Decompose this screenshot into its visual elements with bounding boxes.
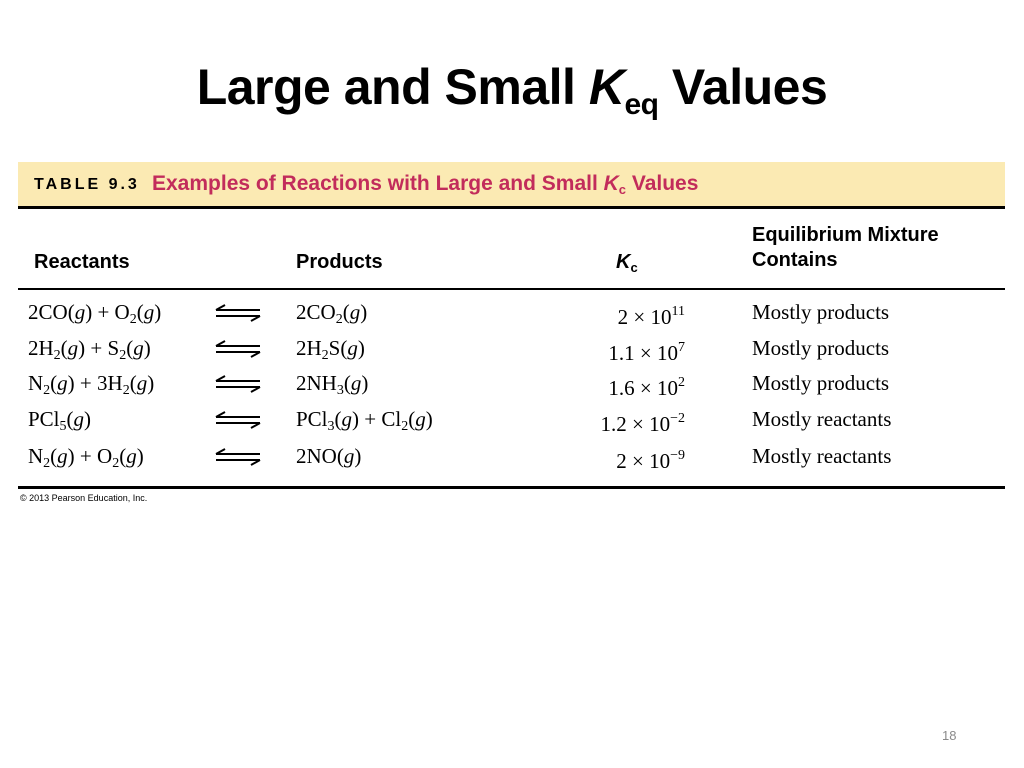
mixture-row-5: Mostly reactants xyxy=(752,444,892,468)
header-products: Products xyxy=(296,251,383,273)
products-row-1: 2CO2(g) xyxy=(296,300,368,327)
products-row-5: 2NO(g) xyxy=(296,444,362,468)
equilibrium-arrow-icon xyxy=(215,448,261,466)
kc-row-3: 1.6 × 102 xyxy=(608,375,685,400)
mixture-row-4: Mostly reactants xyxy=(752,407,892,431)
reactants-row-2: 2H2(g) + S2(g) xyxy=(28,336,151,363)
reactants-row-1: 2CO(g) + O2(g) xyxy=(28,300,162,327)
equilibrium-arrow-icon xyxy=(215,375,261,393)
header-rule xyxy=(18,288,1005,290)
copyright-notice: © 2013 Pearson Education, Inc. xyxy=(20,493,148,503)
products-row-2: 2H2S(g) xyxy=(296,336,365,363)
table-caption: Examples of Reactions with Large and Sma… xyxy=(152,172,699,197)
kc-row-5: 2 × 10−9 xyxy=(616,448,685,473)
table-banner: TABLE 9.3 Examples of Reactions with Lar… xyxy=(18,162,1005,209)
products-row-4: PCl3(g) + Cl2(g) xyxy=(296,407,433,434)
equilibrium-arrow-icon xyxy=(215,340,261,358)
reactants-row-5: N2(g) + O2(g) xyxy=(28,444,144,471)
header-kc: Kc xyxy=(616,251,638,275)
reactants-row-3: N2(g) + 3H2(g) xyxy=(28,371,155,398)
table-label: TABLE 9.3 xyxy=(34,176,140,193)
header-reactants: Reactants xyxy=(34,251,130,273)
equilibrium-arrow-icon xyxy=(215,411,261,429)
slide-title: Large and Small Keq Values xyxy=(196,59,828,121)
table-bottom-rule xyxy=(18,486,1005,489)
page-number: 18 xyxy=(942,728,957,743)
mixture-row-1: Mostly products xyxy=(752,300,890,324)
equilibrium-arrow-icon xyxy=(215,304,261,322)
mixture-row-3: Mostly products xyxy=(752,371,890,395)
kc-row-2: 1.1 × 107 xyxy=(608,340,685,365)
kc-row-4: 1.2 × 10−2 xyxy=(600,411,686,436)
kc-row-1: 2 × 1011 xyxy=(617,304,685,329)
header-equilibrium-mixture: Equilibrium Mixture Contains xyxy=(752,224,939,271)
reactants-row-4: PCl5(g) xyxy=(28,407,92,434)
mixture-row-2: Mostly products xyxy=(752,336,890,360)
products-row-3: 2NH3(g) xyxy=(296,371,369,398)
